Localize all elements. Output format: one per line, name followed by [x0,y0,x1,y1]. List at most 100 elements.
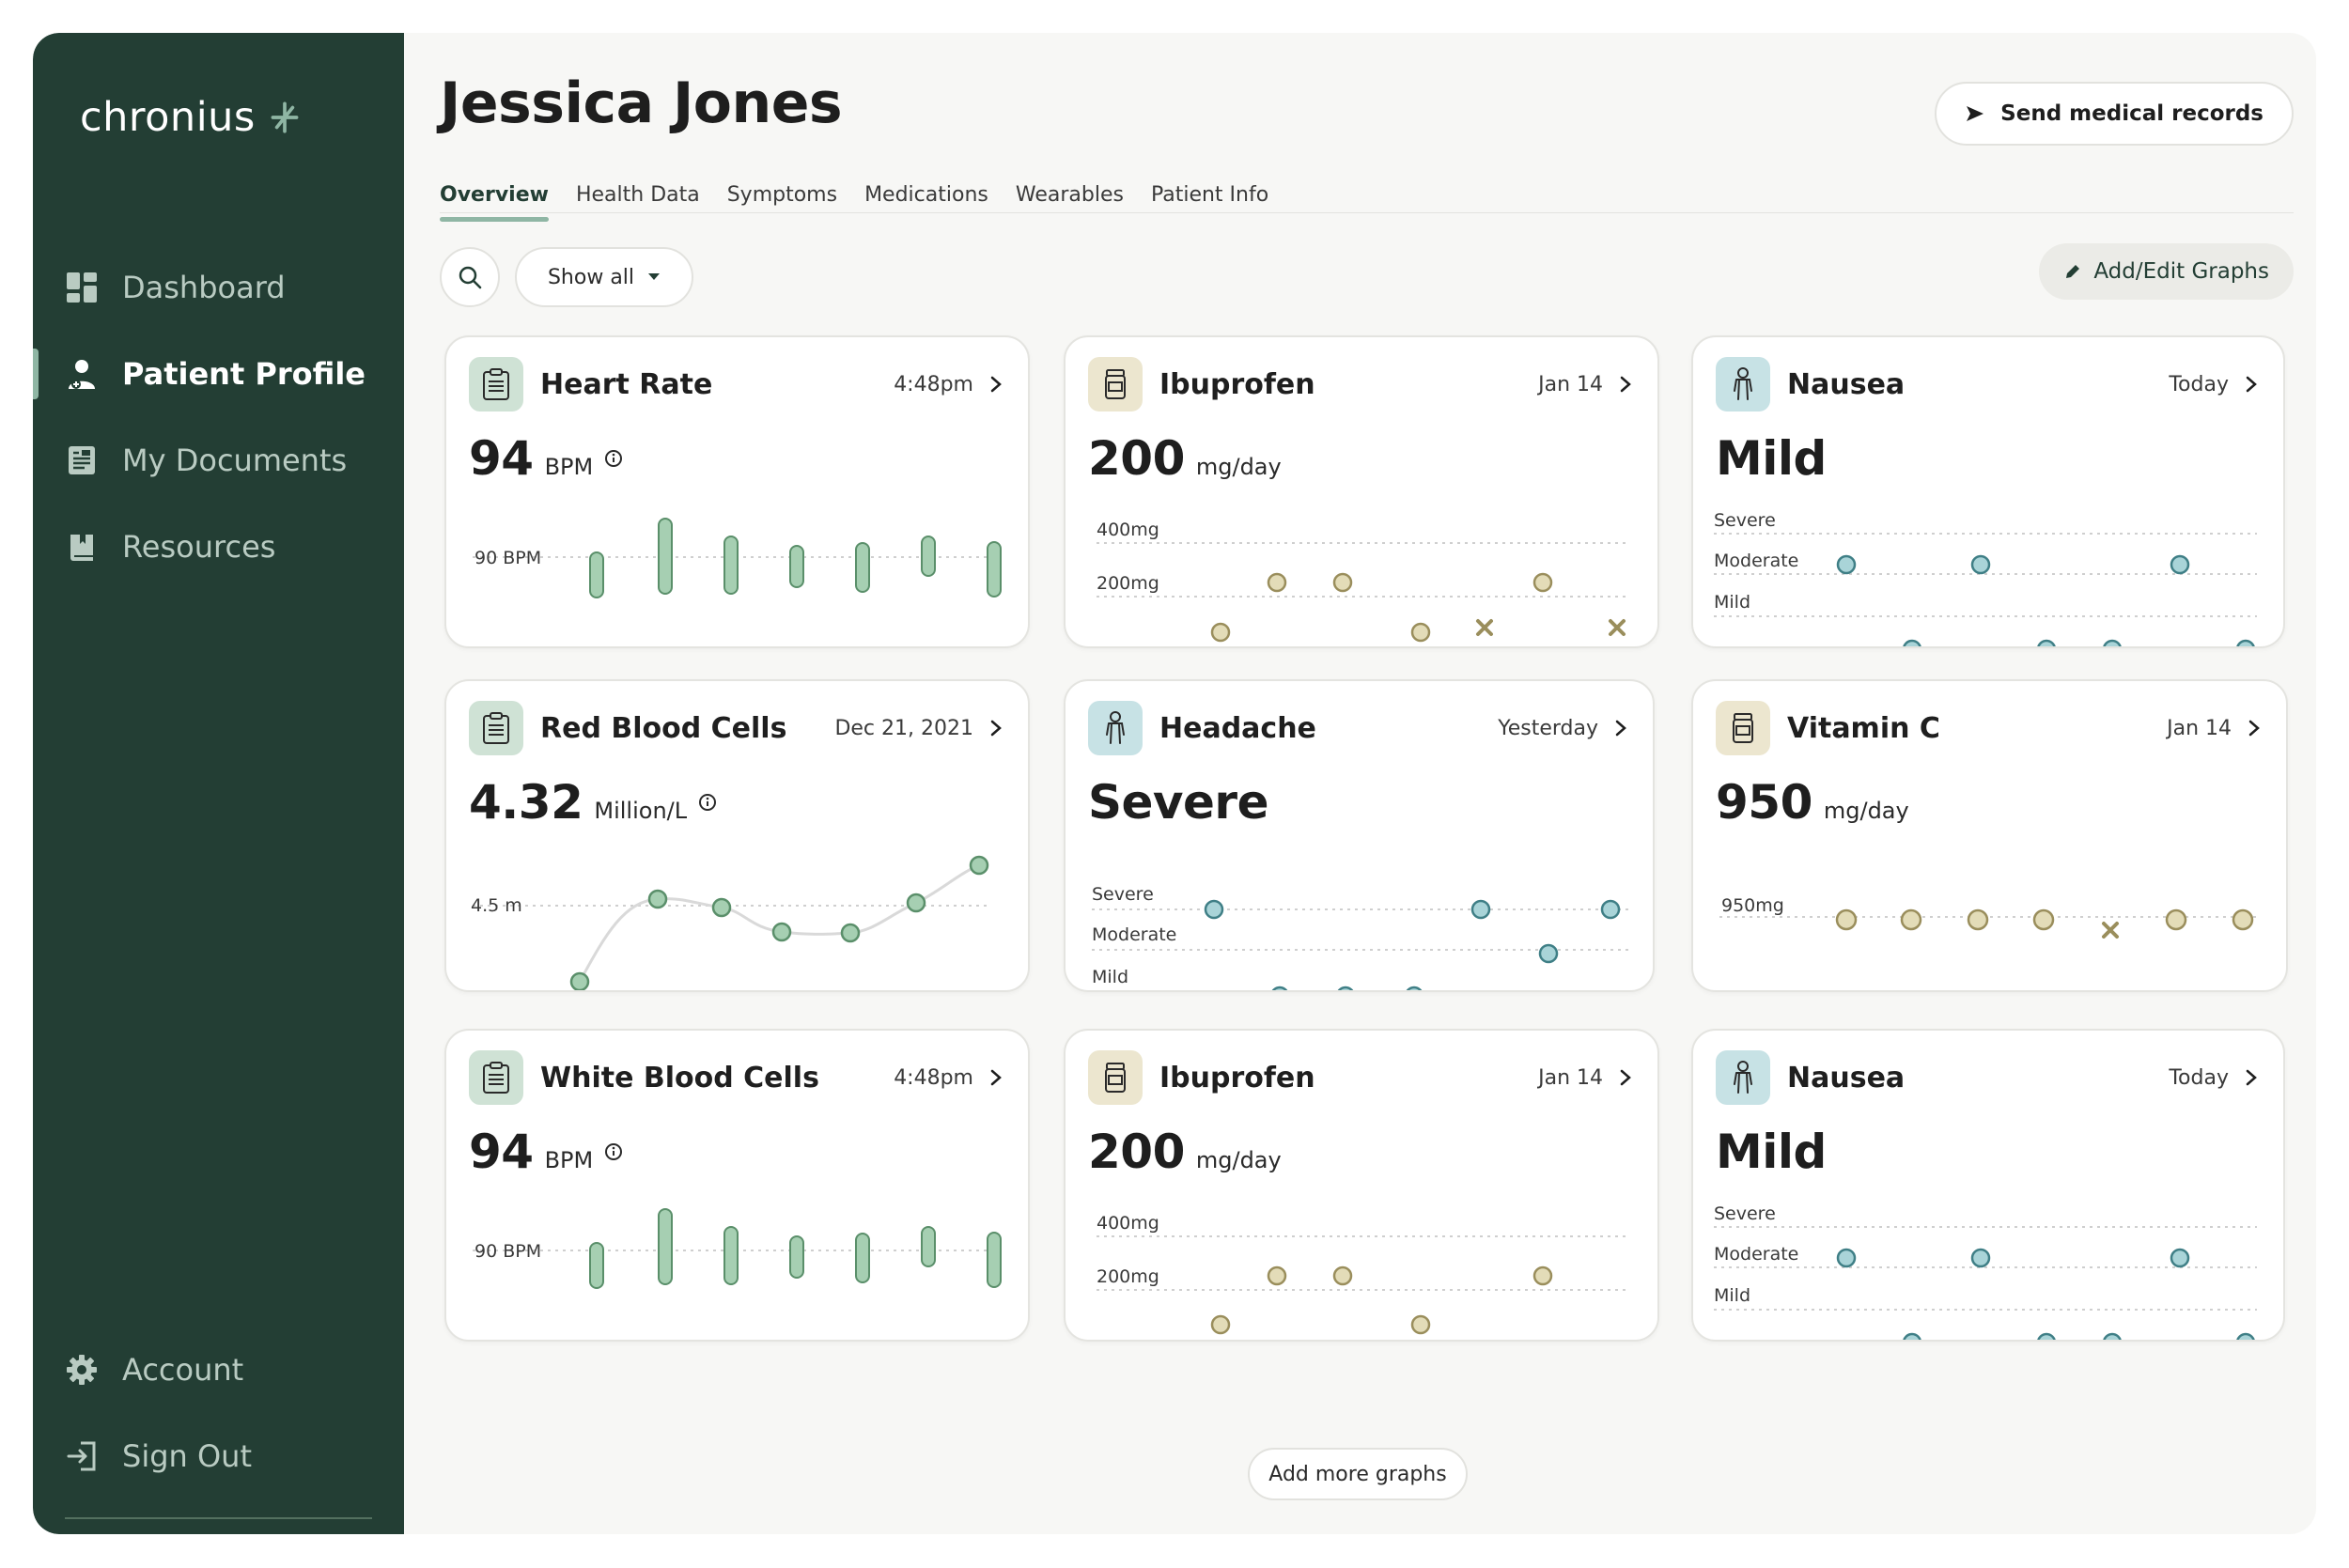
card-unit: mg/day [1823,798,1909,824]
axis-label: 200mg [1097,1266,1159,1287]
level-label: Moderate [1092,924,1176,945]
person-icon [1716,357,1770,411]
card-title: Red Blood Cells [540,711,787,745]
ibuprofen-card-2[interactable]: Ibuprofen Jan 14 200 mg/day 400mg 200mg [1064,1029,1659,1342]
white-blood-cells-chart: 90 BPM [473,1208,1005,1289]
sidebar-item-label: Dashboard [122,270,286,305]
search-button[interactable] [440,247,500,307]
card-value: Mild [1716,431,1827,486]
level-label: Moderate [1714,1244,1798,1265]
vitamin-c-card[interactable]: Vitamin C Jan 14 950 mg/day 950mg [1691,679,2288,992]
ibuprofen-chart: 400mg 200mg [1097,520,1629,643]
level-label: Mild [1714,1285,1750,1306]
card-value: 200 [1088,431,1185,486]
page-title: Jessica Jones [440,70,843,136]
axis-label: 400mg [1097,520,1159,540]
ibuprofen-card[interactable]: Ibuprofen Jan 14 200 mg/day 400mg 200mg [1064,335,1659,648]
chevron-right-icon[interactable] [987,375,1005,394]
sidebar-item-my-documents[interactable]: My Documents [33,427,404,493]
sidebar-item-resources[interactable]: Resources [33,514,404,580]
reference-label: 4.5 m [471,895,522,916]
gear-icon [65,1353,99,1387]
heart-rate-card[interactable]: Heart Rate 4:48pm 94 BPM 90 BPM [444,335,1030,648]
card-value-row: 950 mg/day [1716,775,1909,830]
filter-dropdown[interactable]: Show all [515,247,693,307]
card-header: Headache Yesterday [1088,700,1630,756]
chevron-right-icon[interactable] [987,719,1005,737]
card-timestamp: Yesterday [1498,716,1598,740]
chevron-right-icon[interactable] [1616,375,1635,394]
reference-label: 90 BPM [474,1241,541,1262]
chevron-down-icon [648,273,661,280]
sidebar-item-dashboard[interactable]: Dashboard [33,255,404,320]
sidebar-divider [65,1517,372,1519]
card-value: 200 [1088,1125,1185,1179]
send-button-label: Send medical records [2000,101,2263,126]
chevron-right-icon[interactable] [2242,375,2261,394]
white-blood-cells-card[interactable]: White Blood Cells 4:48pm 94 BPM 90 BPM [444,1029,1030,1342]
tab-overview[interactable]: Overview [440,183,549,222]
vitamin-c-chart: 950mg [1719,895,2257,939]
tab-symptoms[interactable]: Symptoms [726,183,838,207]
info-icon[interactable] [604,449,623,468]
card-unit: mg/day [1195,1147,1282,1173]
card-title: Nausea [1787,367,1906,401]
card-title: Ibuprofen [1159,1061,1315,1094]
logo-text: chronius [80,94,256,141]
card-value-row: 94 BPM [469,431,623,486]
level-label: Severe [1092,884,1154,905]
card-unit: BPM [544,1147,594,1173]
book-icon [65,530,99,564]
chevron-right-icon[interactable] [2242,1068,2261,1087]
red-blood-cells-card[interactable]: Red Blood Cells Dec 21, 2021 4.32 Millio… [444,679,1030,992]
ibuprofen-chart-2: 400mg 200mg [1097,1213,1629,1335]
send-medical-records-button[interactable]: Send medical records [1935,82,2294,146]
add-more-graphs-button[interactable]: Add more graphs [1248,1448,1468,1500]
sidebar-item-sign-out[interactable]: Sign Out [33,1423,404,1489]
person-icon [1088,701,1143,755]
chevron-right-icon[interactable] [1616,1068,1635,1087]
card-unit: Million/L [594,798,688,824]
headache-card[interactable]: Headache Yesterday Severe Severe Moderat… [1064,679,1655,992]
card-unit: BPM [544,454,594,480]
tab-health-data[interactable]: Health Data [575,183,700,207]
app-window: chronius Dashboard Patient Profile [33,33,2316,1534]
card-value: Severe [1088,775,1269,830]
chevron-right-icon[interactable] [1611,719,1630,737]
tab-patient-info[interactable]: Patient Info [1150,183,1269,207]
card-value-row: Mild [1716,431,1827,486]
info-icon[interactable] [698,793,717,812]
card-header: Heart Rate 4:48pm [469,356,1005,412]
nausea-card[interactable]: Nausea Today Mild Severe Moderate Mild [1691,335,2285,648]
sidebar-nav: Dashboard Patient Profile My Documents R… [33,255,404,580]
tab-medications[interactable]: Medications [864,183,988,207]
card-value-row: 4.32 Million/L [469,775,717,830]
sidebar-item-label: Patient Profile [122,356,366,392]
nausea-chart: Severe Moderate Mild [1714,510,2257,646]
headache-chart: Severe Moderate Mild [1092,884,1629,990]
sidebar-item-label: Account [122,1352,244,1388]
chevron-right-icon[interactable] [987,1068,1005,1087]
add-edit-label: Add/Edit Graphs [2093,259,2269,284]
card-value: 950 [1716,775,1812,830]
info-icon[interactable] [604,1142,623,1161]
nausea-chart-2: Severe Moderate Mild [1714,1203,2257,1340]
sidebar-item-account[interactable]: Account [33,1337,404,1403]
clipboard-icon [469,701,523,755]
level-label: Mild [1714,592,1750,613]
clipboard-icon [469,357,523,411]
sidebar-bottom-nav: Account Sign Out [33,1337,404,1489]
chevron-right-icon[interactable] [2245,719,2263,737]
pencil-icon [2066,265,2080,278]
card-header: Nausea Today [1716,356,2261,412]
add-edit-graphs-button[interactable]: Add/Edit Graphs [2039,243,2294,300]
sidebar-item-patient-profile[interactable]: Patient Profile [33,341,404,407]
card-header: White Blood Cells 4:48pm [469,1049,1005,1106]
search-icon [459,266,482,289]
logo: chronius [80,89,304,146]
card-value: 94 [469,431,534,486]
level-label: Mild [1092,967,1128,987]
card-timestamp: Jan 14 [1538,1065,1603,1090]
nausea-card-2[interactable]: Nausea Today Mild Severe Moderate Mild [1691,1029,2285,1342]
tab-wearables[interactable]: Wearables [1015,183,1124,207]
